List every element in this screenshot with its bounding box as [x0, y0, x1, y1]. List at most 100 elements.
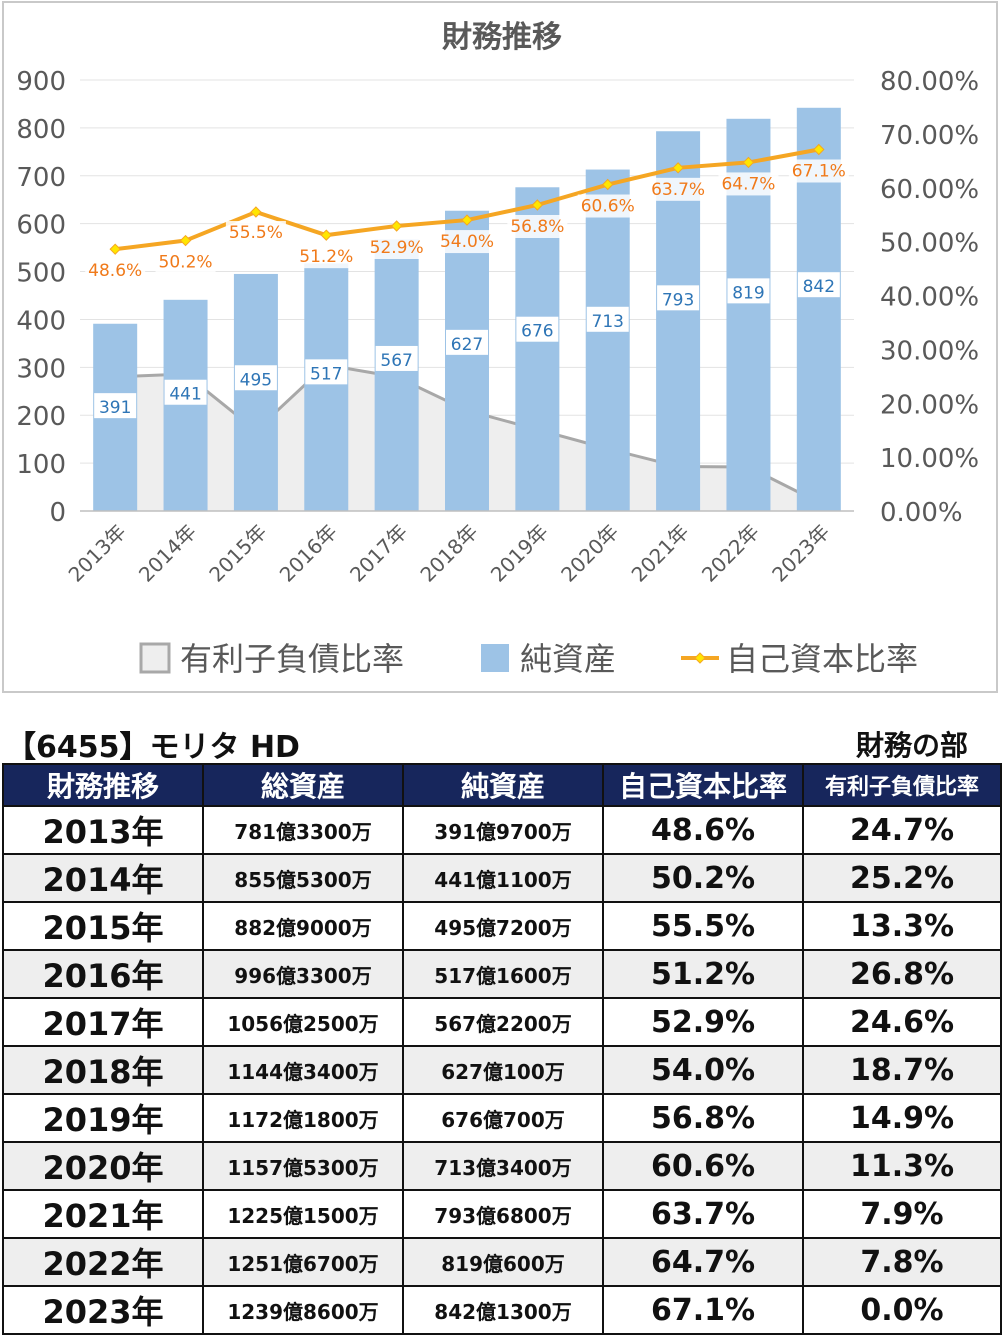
equity-ratio-point	[461, 214, 473, 226]
bar-data-label: 495	[240, 370, 272, 390]
y-tick-label: 900	[16, 67, 66, 97]
company-title: 【6455】モリタ HD	[6, 730, 300, 765]
legend-swatch-area	[139, 642, 171, 674]
y-tick-label: 0	[49, 498, 66, 528]
y2-tick-label: 0.00%	[880, 498, 963, 528]
y2-tick-label: 20.00%	[880, 390, 979, 420]
cell-year: 2015年	[2, 901, 204, 951]
y-tick-label: 700	[16, 163, 66, 193]
cell-total-assets: 1144億3400万	[202, 1045, 404, 1095]
cell-debt-ratio: 18.7%	[802, 1045, 1002, 1095]
x-tick-label: 2019年	[486, 520, 553, 587]
table-row: 2015年 882億9000万 495億7200万 55.5% 13.3%	[2, 901, 1002, 951]
equity-ratio-point	[390, 220, 403, 232]
cell-year: 2020年	[2, 1141, 204, 1191]
y2-tick-label: 10.00%	[880, 444, 979, 474]
cell-equity-ratio: 48.6%	[602, 805, 804, 855]
equity-ratio-point	[602, 178, 614, 191]
bar-data-label: 517	[310, 364, 342, 384]
legend-marker	[694, 652, 706, 664]
cell-equity-ratio: 51.2%	[602, 949, 804, 999]
line-label-box	[507, 214, 568, 238]
legend-label-equity-ratio: 自己資本比率	[726, 640, 918, 678]
net-assets-bar	[585, 169, 630, 511]
line-label-box	[296, 245, 357, 269]
y-tick-label: 300	[16, 354, 66, 384]
table-row: 2013年 781億3300万 391億9700万 48.6% 24.7%	[2, 805, 1002, 855]
x-tick-label: 2015年	[204, 520, 271, 587]
line-data-label: 67.1%	[792, 161, 846, 181]
cell-year: 2021年	[2, 1189, 204, 1239]
cell-year: 2013年	[2, 805, 204, 855]
x-tick-label: 2023年	[767, 520, 834, 587]
y2-tick-label: 40.00%	[880, 283, 979, 313]
y2-tick-label: 50.00%	[880, 229, 979, 259]
table-header-row: 財務推移 総資産 純資産 自己資本比率 有利子負債比率	[2, 763, 1002, 807]
bar-data-label: 842	[803, 277, 835, 297]
header-equity-ratio: 自己資本比率	[602, 763, 804, 807]
line-data-label: 50.2%	[159, 253, 213, 273]
line-data-label: 48.6%	[88, 261, 142, 281]
cell-total-assets: 1056億2500万	[202, 997, 404, 1047]
bar-data-label: 627	[451, 335, 483, 355]
line-label-box	[577, 194, 638, 218]
financial-table: 財務推移 総資産 純資産 自己資本比率 有利子負債比率 2013年 781億330…	[2, 763, 1002, 1335]
cell-equity-ratio: 63.7%	[602, 1189, 804, 1239]
cell-net-assets: 842億1300万	[402, 1285, 604, 1335]
cell-year: 2016年	[2, 949, 204, 999]
header-debt-ratio: 有利子負債比率	[802, 763, 1002, 807]
cell-debt-ratio: 13.3%	[802, 901, 1002, 951]
bar-label-box	[657, 285, 700, 311]
equity-ratio-point	[250, 206, 262, 218]
caption-bar: 【6455】モリタ HD 財務の部	[0, 718, 1002, 765]
x-tick-label: 2016年	[275, 520, 342, 587]
equity-ratio-point	[531, 199, 544, 211]
cell-equity-ratio: 55.5%	[602, 901, 804, 951]
bar-label-box	[164, 379, 207, 405]
net-assets-bar	[233, 273, 278, 511]
cell-net-assets: 627億100万	[402, 1045, 604, 1095]
legend-label-net-assets: 純資産	[520, 640, 616, 678]
x-tick-label: 2020年	[556, 520, 623, 587]
equity-ratio-point	[672, 162, 684, 174]
equity-ratio-point	[320, 229, 332, 241]
bar-label-box	[797, 272, 840, 298]
bar-data-label: 441	[169, 385, 201, 405]
cell-debt-ratio: 11.3%	[802, 1141, 1002, 1191]
chart-title: 財務推移	[442, 20, 562, 55]
cell-net-assets: 567億2200万	[402, 997, 604, 1047]
equity-ratio-point	[109, 243, 121, 255]
bar-label-box	[516, 316, 559, 342]
legend-label-debt-ratio: 有利子負債比率	[180, 640, 404, 678]
cell-debt-ratio: 14.9%	[802, 1093, 1002, 1143]
y-tick-label: 500	[16, 259, 66, 289]
cell-year: 2022年	[2, 1237, 204, 1287]
net-assets-bar	[515, 187, 560, 511]
y2-tick-label: 60.00%	[880, 175, 979, 205]
cell-total-assets: 1225億1500万	[202, 1189, 404, 1239]
y2-tick-label: 30.00%	[880, 336, 979, 366]
bar-label-box	[727, 278, 770, 304]
line-label-box	[85, 259, 146, 283]
line-label-box	[718, 172, 779, 196]
table-row: 2017年 1056億2500万 567億2200万 52.9% 24.6%	[2, 997, 1002, 1047]
cell-total-assets: 882億9000万	[202, 901, 404, 951]
cell-net-assets: 676億700万	[402, 1093, 604, 1143]
cell-debt-ratio: 0.0%	[802, 1285, 1002, 1335]
cell-equity-ratio: 52.9%	[602, 997, 804, 1047]
line-data-label: 54.0%	[440, 232, 494, 252]
cell-equity-ratio: 54.0%	[602, 1045, 804, 1095]
x-tick-label: 2013年	[64, 520, 131, 587]
cell-equity-ratio: 64.7%	[602, 1237, 804, 1287]
chart-svg: 財務推移 0 100 200 300 400 500 600 700 800 900 0.00% 10.…	[16, 20, 979, 678]
header-period: 財務推移	[2, 763, 204, 807]
net-assets-bar	[304, 263, 349, 511]
cell-total-assets: 855億5300万	[202, 853, 404, 903]
cell-year: 2019年	[2, 1093, 204, 1143]
line-data-label: 64.7%	[721, 174, 775, 194]
net-assets-bar	[163, 299, 208, 511]
cell-equity-ratio: 67.1%	[602, 1285, 804, 1335]
cell-equity-ratio: 60.6%	[602, 1141, 804, 1191]
bar-label-box	[234, 365, 277, 391]
table-body: 2013年 781億3300万 391億9700万 48.6% 24.7% 2014年 85…	[2, 805, 1002, 1335]
